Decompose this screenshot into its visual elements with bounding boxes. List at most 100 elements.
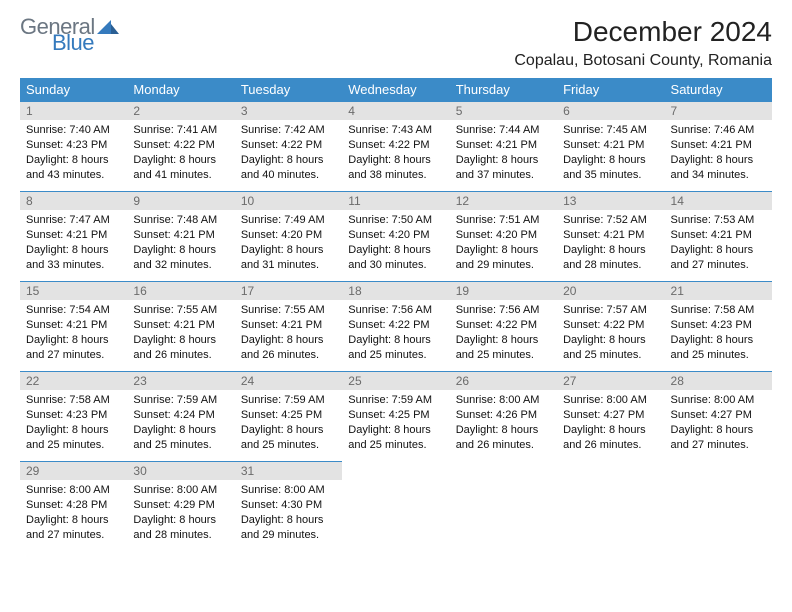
day-cell: 6Sunrise: 7:45 AMSunset: 4:21 PMDaylight…	[557, 102, 664, 192]
day-number: 29	[20, 462, 127, 480]
day-content: Sunrise: 7:59 AMSunset: 4:25 PMDaylight:…	[342, 390, 449, 458]
day-daylight1: Daylight: 8 hours	[241, 423, 336, 438]
day-sunrise: Sunrise: 7:40 AM	[26, 123, 121, 138]
day-daylight1: Daylight: 8 hours	[26, 513, 121, 528]
day-sunset: Sunset: 4:21 PM	[26, 318, 121, 333]
day-sunset: Sunset: 4:22 PM	[348, 318, 443, 333]
day-number: 30	[127, 462, 234, 480]
day-daylight1: Daylight: 8 hours	[26, 333, 121, 348]
day-daylight1: Daylight: 8 hours	[26, 243, 121, 258]
day-sunrise: Sunrise: 7:58 AM	[26, 393, 121, 408]
day-cell: 4Sunrise: 7:43 AMSunset: 4:22 PMDaylight…	[342, 102, 449, 192]
day-content: Sunrise: 8:00 AMSunset: 4:28 PMDaylight:…	[20, 480, 127, 548]
day-daylight2: and 26 minutes.	[456, 438, 551, 453]
day-daylight2: and 41 minutes.	[133, 168, 228, 183]
location-text: Copalau, Botosani County, Romania	[514, 52, 772, 70]
day-cell: 14Sunrise: 7:53 AMSunset: 4:21 PMDayligh…	[665, 192, 772, 282]
day-daylight2: and 26 minutes.	[241, 348, 336, 363]
day-daylight2: and 27 minutes.	[26, 348, 121, 363]
day-number: 19	[450, 282, 557, 300]
day-number: 28	[665, 372, 772, 390]
day-sunrise: Sunrise: 7:55 AM	[133, 303, 228, 318]
day-sunset: Sunset: 4:21 PM	[241, 318, 336, 333]
day-daylight2: and 28 minutes.	[563, 258, 658, 273]
day-header-friday: Friday	[557, 78, 664, 102]
day-cell: 2Sunrise: 7:41 AMSunset: 4:22 PMDaylight…	[127, 102, 234, 192]
day-sunset: Sunset: 4:27 PM	[671, 408, 766, 423]
day-number: 27	[557, 372, 664, 390]
day-daylight1: Daylight: 8 hours	[456, 333, 551, 348]
day-sunrise: Sunrise: 8:00 AM	[456, 393, 551, 408]
day-sunset: Sunset: 4:21 PM	[671, 138, 766, 153]
day-sunrise: Sunrise: 7:42 AM	[241, 123, 336, 138]
day-cell: 12Sunrise: 7:51 AMSunset: 4:20 PMDayligh…	[450, 192, 557, 282]
day-number: 3	[235, 102, 342, 120]
day-cell: 30Sunrise: 8:00 AMSunset: 4:29 PMDayligh…	[127, 462, 234, 552]
day-number: 17	[235, 282, 342, 300]
day-content: Sunrise: 7:55 AMSunset: 4:21 PMDaylight:…	[235, 300, 342, 368]
header: General Blue December 2024 Copalau, Boto…	[20, 16, 772, 70]
day-sunset: Sunset: 4:29 PM	[133, 498, 228, 513]
day-content: Sunrise: 8:00 AMSunset: 4:26 PMDaylight:…	[450, 390, 557, 458]
day-daylight2: and 26 minutes.	[563, 438, 658, 453]
day-daylight2: and 31 minutes.	[241, 258, 336, 273]
day-sunrise: Sunrise: 7:53 AM	[671, 213, 766, 228]
day-cell: 16Sunrise: 7:55 AMSunset: 4:21 PMDayligh…	[127, 282, 234, 372]
day-header-monday: Monday	[127, 78, 234, 102]
day-sunset: Sunset: 4:22 PM	[241, 138, 336, 153]
day-cell: 3Sunrise: 7:42 AMSunset: 4:22 PMDaylight…	[235, 102, 342, 192]
day-daylight2: and 25 minutes.	[348, 348, 443, 363]
day-content: Sunrise: 7:59 AMSunset: 4:24 PMDaylight:…	[127, 390, 234, 458]
day-daylight2: and 28 minutes.	[133, 528, 228, 543]
day-daylight2: and 25 minutes.	[26, 438, 121, 453]
day-sunrise: Sunrise: 7:44 AM	[456, 123, 551, 138]
day-daylight2: and 35 minutes.	[563, 168, 658, 183]
day-cell: 5Sunrise: 7:44 AMSunset: 4:21 PMDaylight…	[450, 102, 557, 192]
day-content: Sunrise: 7:56 AMSunset: 4:22 PMDaylight:…	[450, 300, 557, 368]
day-daylight1: Daylight: 8 hours	[563, 333, 658, 348]
day-cell: 23Sunrise: 7:59 AMSunset: 4:24 PMDayligh…	[127, 372, 234, 462]
day-daylight1: Daylight: 8 hours	[348, 423, 443, 438]
day-daylight2: and 32 minutes.	[133, 258, 228, 273]
day-number: 14	[665, 192, 772, 210]
day-header-wednesday: Wednesday	[342, 78, 449, 102]
day-sunrise: Sunrise: 7:56 AM	[348, 303, 443, 318]
day-content: Sunrise: 7:51 AMSunset: 4:20 PMDaylight:…	[450, 210, 557, 278]
day-sunset: Sunset: 4:22 PM	[563, 318, 658, 333]
day-daylight2: and 37 minutes.	[456, 168, 551, 183]
week-row: 8Sunrise: 7:47 AMSunset: 4:21 PMDaylight…	[20, 192, 772, 282]
day-daylight1: Daylight: 8 hours	[563, 153, 658, 168]
day-sunset: Sunset: 4:20 PM	[241, 228, 336, 243]
day-daylight1: Daylight: 8 hours	[241, 333, 336, 348]
day-content: Sunrise: 7:58 AMSunset: 4:23 PMDaylight:…	[20, 390, 127, 458]
day-daylight2: and 26 minutes.	[133, 348, 228, 363]
day-daylight1: Daylight: 8 hours	[671, 153, 766, 168]
day-cell: 25Sunrise: 7:59 AMSunset: 4:25 PMDayligh…	[342, 372, 449, 462]
day-sunrise: Sunrise: 7:59 AM	[241, 393, 336, 408]
day-cell: 19Sunrise: 7:56 AMSunset: 4:22 PMDayligh…	[450, 282, 557, 372]
day-sunrise: Sunrise: 7:51 AM	[456, 213, 551, 228]
day-cell: 28Sunrise: 8:00 AMSunset: 4:27 PMDayligh…	[665, 372, 772, 462]
day-daylight1: Daylight: 8 hours	[133, 153, 228, 168]
day-sunrise: Sunrise: 7:57 AM	[563, 303, 658, 318]
day-daylight1: Daylight: 8 hours	[456, 423, 551, 438]
day-content: Sunrise: 8:00 AMSunset: 4:29 PMDaylight:…	[127, 480, 234, 548]
day-sunset: Sunset: 4:23 PM	[26, 408, 121, 423]
day-daylight1: Daylight: 8 hours	[348, 243, 443, 258]
day-number: 16	[127, 282, 234, 300]
day-daylight1: Daylight: 8 hours	[348, 333, 443, 348]
day-sunrise: Sunrise: 8:00 AM	[26, 483, 121, 498]
day-number: 13	[557, 192, 664, 210]
day-number: 11	[342, 192, 449, 210]
day-daylight1: Daylight: 8 hours	[26, 153, 121, 168]
day-content: Sunrise: 7:47 AMSunset: 4:21 PMDaylight:…	[20, 210, 127, 278]
day-cell	[450, 462, 557, 552]
day-sunset: Sunset: 4:23 PM	[671, 318, 766, 333]
day-cell: 27Sunrise: 8:00 AMSunset: 4:27 PMDayligh…	[557, 372, 664, 462]
day-daylight2: and 25 minutes.	[671, 348, 766, 363]
day-daylight1: Daylight: 8 hours	[671, 423, 766, 438]
day-sunset: Sunset: 4:25 PM	[348, 408, 443, 423]
day-content: Sunrise: 7:46 AMSunset: 4:21 PMDaylight:…	[665, 120, 772, 188]
day-header-sunday: Sunday	[20, 78, 127, 102]
day-number: 22	[20, 372, 127, 390]
